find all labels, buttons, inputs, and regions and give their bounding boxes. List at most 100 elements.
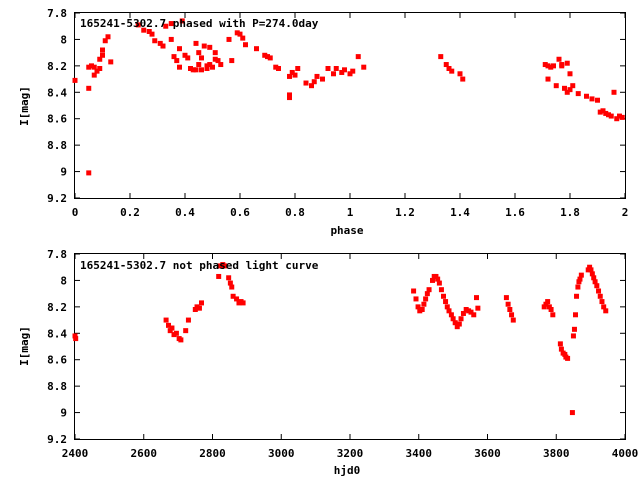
phased-data-point (559, 63, 565, 69)
phased-data-point (210, 64, 215, 70)
unphased-data-point (441, 293, 446, 299)
phased-data-point (589, 96, 595, 102)
unphased-data-point (557, 341, 563, 347)
phased-data-point (619, 114, 625, 120)
phased-data-point (102, 38, 108, 44)
phased-data-point (311, 79, 317, 85)
unphased-x-tick-label: 3200 (337, 447, 364, 460)
unphased-data-point (426, 287, 432, 293)
phased-data-point (72, 77, 78, 83)
phased-data-point (608, 113, 614, 119)
unphased-data-point (421, 301, 427, 307)
unphased-data-point (571, 326, 577, 332)
unphased-x-axis-title: hjd0 (334, 464, 361, 477)
unphased-data-point (599, 299, 605, 305)
unphased-data-point (192, 307, 198, 312)
unphased-data-point (166, 322, 171, 328)
unphased-data-point (178, 337, 184, 343)
unphased-data-point (507, 307, 513, 312)
phased-x-tick-label: 0 (72, 206, 79, 219)
phased-data-point (320, 76, 325, 82)
phased-data-point (314, 73, 320, 79)
unphased-data-point (415, 304, 421, 310)
unphased-data-point (450, 316, 456, 322)
phased-data-point (265, 54, 270, 60)
unphased-data-point (541, 304, 547, 310)
phased-data-point (193, 40, 199, 46)
unphased-data-point (199, 300, 204, 306)
phased-data-point (333, 66, 339, 71)
unphased-data-point (229, 284, 235, 290)
unphased-data-point (430, 277, 435, 283)
unphased-data-point (548, 307, 554, 312)
unphased-y-tick-label: 9 (60, 407, 67, 420)
unphased-data-point (458, 316, 464, 322)
phased-x-tick-label: 0.8 (285, 206, 305, 219)
phased-data-point (600, 108, 606, 114)
unphased-data-point (443, 299, 449, 305)
unphased-data-point (413, 296, 419, 302)
phased-data-point (207, 44, 213, 50)
unphased-data-point (570, 333, 576, 339)
unphased-data-point (545, 299, 551, 305)
unphased-data-point (173, 330, 179, 336)
unphased-y-tick-label: 8.6 (47, 354, 67, 367)
phased-plot-frame (74, 12, 626, 199)
unphased-y-tick-label: 8.4 (47, 327, 67, 340)
phased-data-point (254, 46, 259, 52)
phased-data-point (135, 22, 141, 28)
phased-data-point (91, 72, 97, 78)
unphased-data-point (588, 267, 594, 273)
phased-data-point (204, 66, 210, 71)
phased-data-point (177, 46, 182, 52)
phased-data-point (152, 38, 158, 44)
phased-data-point (551, 63, 556, 69)
phased-data-point (564, 89, 570, 95)
phased-data-point (94, 68, 100, 74)
phased-data-point (229, 58, 235, 64)
phased-data-point (361, 64, 367, 70)
unphased-data-point (419, 307, 425, 312)
phased-data-point (240, 35, 246, 41)
phased-data-point (188, 66, 193, 71)
phased-data-point (614, 116, 620, 122)
phased-data-point (182, 52, 188, 58)
unphased-data-point (596, 288, 602, 294)
phased-data-point (196, 62, 202, 68)
phased-data-point (100, 52, 105, 58)
phased-data-point (105, 34, 111, 40)
phased-data-point (157, 40, 163, 46)
unphased-data-point (72, 333, 78, 339)
unphased-data-point (438, 287, 444, 293)
phased-data-point (556, 56, 562, 62)
phased-data-point (234, 30, 240, 36)
phased-data-point (303, 80, 309, 86)
unphased-x-tick-label: 3400 (406, 447, 433, 460)
unphased-data-point (185, 317, 191, 323)
unphased-data-point (448, 312, 454, 318)
phased-y-tick-label: 9 (60, 166, 67, 179)
unphased-y-tick-label: 8.8 (47, 380, 67, 393)
phased-light-curve-panel: 0 0.2 0.4 0.6 0.8 1 1.2 1.4 1.6 1.8 2 7.8 8 8.2 8.4 8.… (18, 7, 628, 237)
unphased-data-point (475, 305, 481, 311)
unphased-data-point (577, 276, 583, 282)
phased-data-point (174, 58, 180, 64)
phased-data-point (160, 43, 166, 49)
phased-data-point (564, 60, 570, 66)
phased-data-point (204, 63, 210, 69)
phased-data-point (342, 67, 347, 73)
phased-data-point (86, 64, 92, 70)
phased-y-tick-label: 7.8 (47, 7, 67, 20)
unphased-x-tick-label: 2800 (199, 447, 226, 460)
unphased-data-point (591, 275, 597, 281)
phased-data-point (97, 66, 103, 71)
phased-x-tick-label: 1 (347, 206, 354, 219)
phased-data-point (584, 93, 589, 99)
phased-x-tick-label: 1.2 (395, 206, 415, 219)
phased-data-point (548, 64, 554, 70)
phased-data-point (553, 83, 559, 89)
phased-x-tick-label: 0.6 (230, 206, 250, 219)
phased-data-point (212, 50, 218, 56)
unphased-data-point (601, 304, 607, 310)
